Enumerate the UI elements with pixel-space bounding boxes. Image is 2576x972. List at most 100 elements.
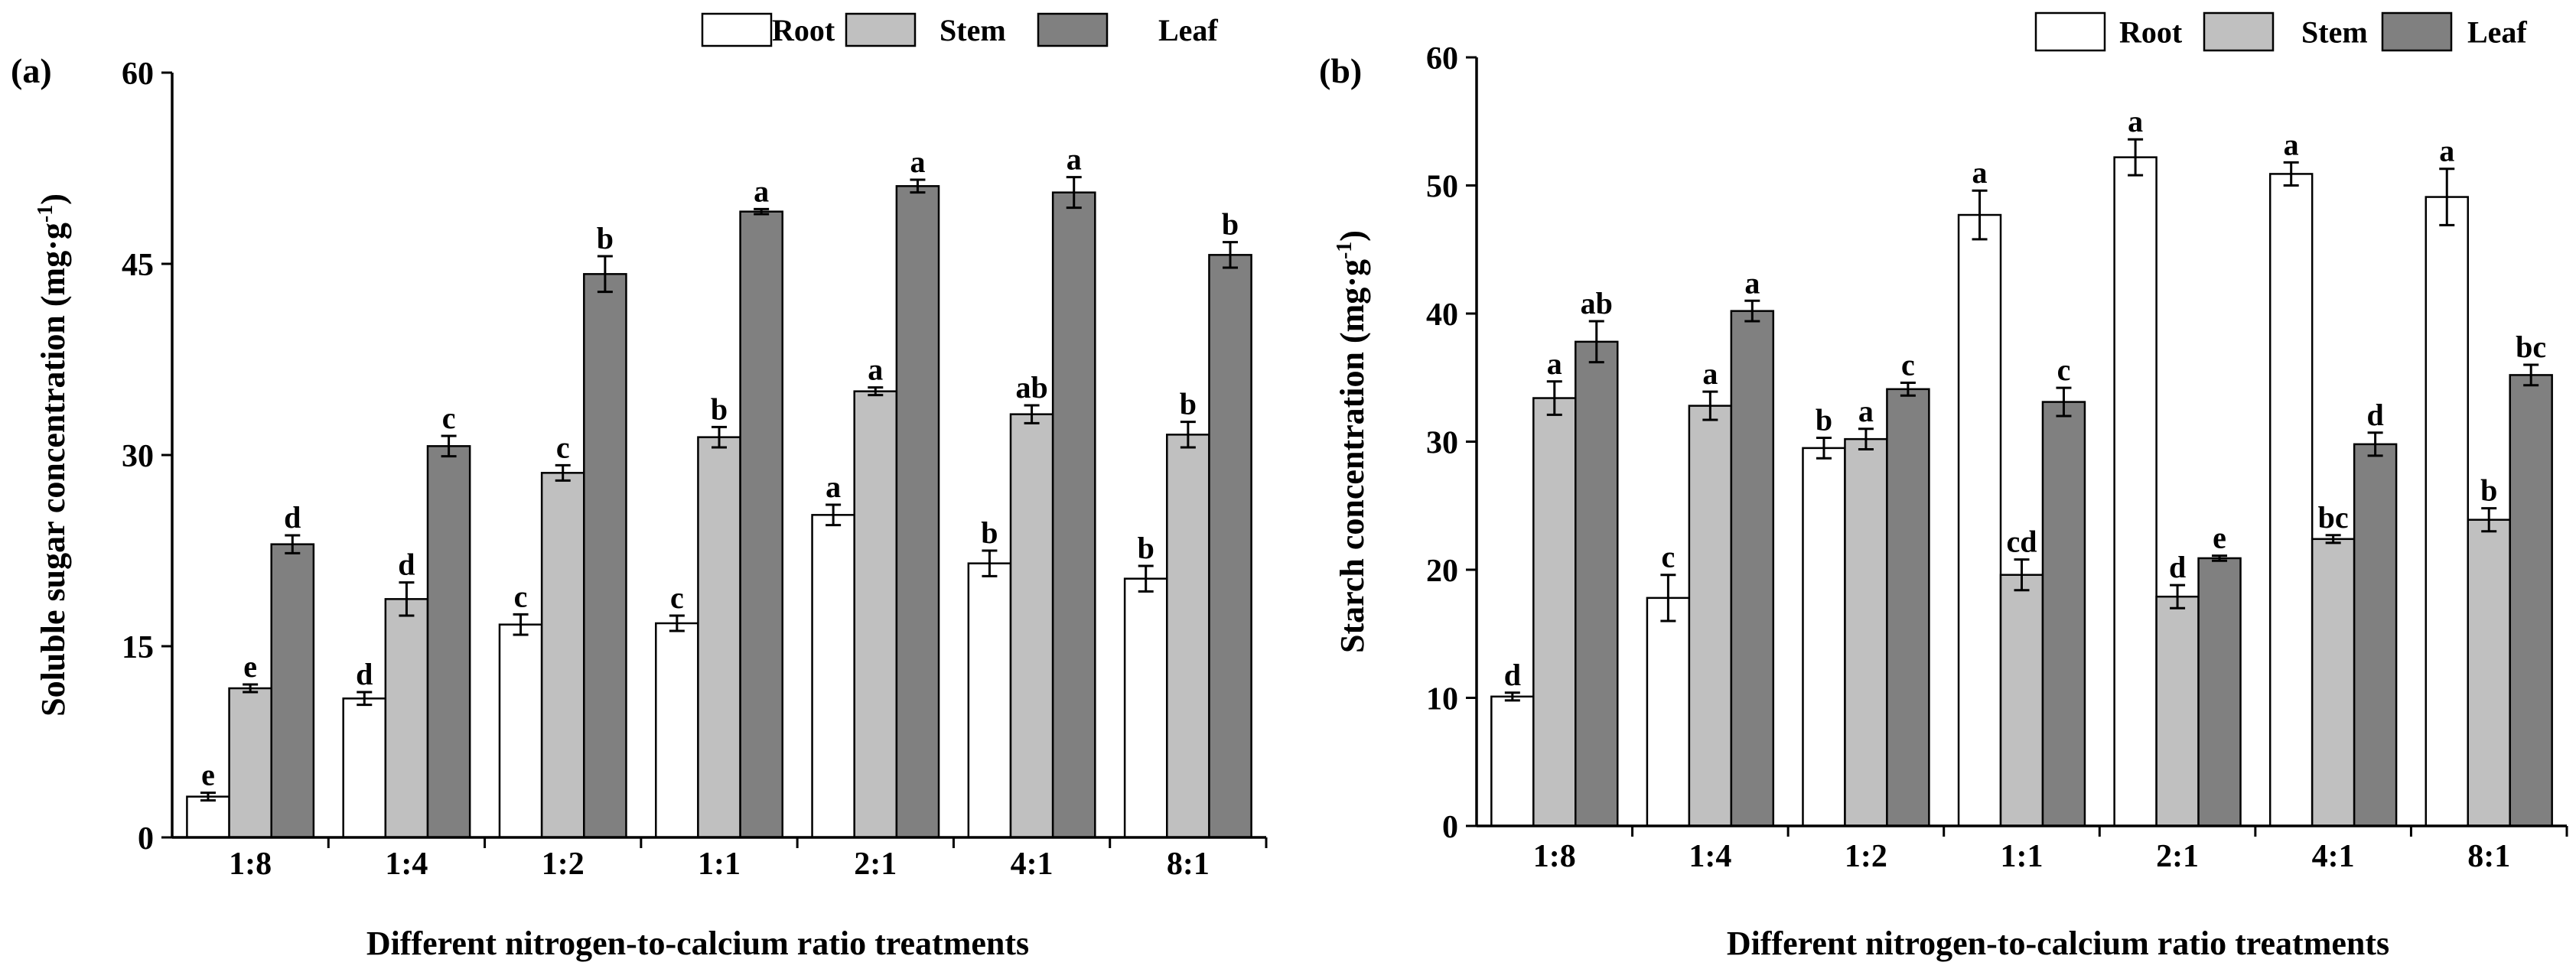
y-tick-label: 10 [1426,682,1458,717]
error-bar [669,614,685,632]
x-tick-label: 2:1 [2156,839,2199,874]
error-bar [2128,138,2144,177]
x-tick-label: 8:1 [1167,847,1210,882]
significance-letter: ab [1015,370,1047,405]
significance-letter: a [910,145,925,179]
bar-stem-1-4 [384,598,429,839]
bar-leaf-1-4 [1730,310,1775,827]
y-tick-label: 60 [1426,41,1458,76]
y-tick-label: 15 [122,630,154,665]
bar-stem-1-2 [540,472,585,839]
bar-root-1-4 [342,697,387,839]
chart-panel-a: (a) 0 15 30 45 60 e e d 1:8 d d c 1:4 c c b 1:2 c b a 1:1 a a a 2… [11,12,1268,962]
error-bar [712,425,727,449]
legend-label-root: Root [2119,15,2183,50]
bar-root-2-1 [2113,156,2158,827]
legend-swatch-root [2034,11,2106,52]
legend-swatch-leaf [2381,11,2453,52]
significance-letter: c [2057,353,2071,387]
significance-letter: c [514,579,528,613]
legend-swatch-root [701,12,773,47]
significance-letter: d [284,500,301,535]
significance-letter: e [243,649,257,684]
bar-leaf-1-4 [426,445,471,839]
bar-leaf-1-2 [583,273,627,839]
bar-stem-1-4 [1688,405,1733,827]
bar-root-4-1 [2268,173,2314,827]
bar-root-4-1 [967,562,1012,839]
bar-leaf-8-1 [2509,374,2553,827]
error-bar [1588,320,1604,364]
y-tick-label: 30 [122,439,154,474]
y-axis-title: Starch concentration (mg·g-1) [1333,230,1371,653]
legend: Root Stem Leaf [2034,11,2527,52]
significance-letter: e [201,758,215,792]
significance-letter: b [2480,473,2497,508]
significance-letter: a [1702,356,1718,391]
bar-stem-4-1 [1009,413,1054,839]
error-bar [1024,404,1040,424]
y-tick-label: 0 [1442,810,1458,845]
error-bar [1660,574,1676,623]
bar-stem-1-8 [228,687,272,839]
error-bar [2523,363,2539,387]
error-bar [1180,421,1196,449]
significance-letter: a [1858,394,1874,428]
x-tick-label: 1:4 [1689,839,1731,874]
significance-letter: d [2366,398,2383,432]
x-tick-label: 1:8 [229,847,272,882]
bar-leaf-8-1 [1208,254,1252,839]
significance-letter: d [1504,658,1521,692]
bar-root-2-1 [811,514,855,839]
x-tick-label: 4:1 [1011,847,1054,882]
significance-letter: e [2213,521,2226,555]
error-bar [555,463,571,482]
bar-leaf-1-1 [739,210,783,839]
legend-label-leaf: Leaf [2467,15,2527,50]
bar-stem-2-1 [853,390,898,839]
bar-leaf-1-2 [1886,388,1930,827]
significance-letter: a [1547,346,1562,381]
significance-letter: a [1744,265,1760,300]
significance-letter: b [711,392,728,426]
bar-root-8-1 [1123,577,1168,839]
bar-leaf-2-1 [895,185,940,839]
bar-root-1-8 [1490,695,1535,827]
legend-swatch-stem [845,12,917,47]
error-bar [1138,564,1154,593]
bar-stem-1-1 [1999,574,2044,827]
error-bar [1744,299,1760,323]
significance-letter: c [556,430,570,464]
bar-stem-8-1 [1166,434,1210,839]
significance-letter: a [868,353,883,387]
y-axis-title: Soluble sugar concentration (mg·g-1) [34,193,72,717]
error-bar [1223,241,1239,269]
error-bar [2283,161,2299,187]
legend-label-stem: Stem [2301,15,2368,50]
x-axis-title: Different nitrogen-to-calcium ratio trea… [1727,925,2389,962]
significance-letter: c [442,401,456,435]
y-tick-label: 30 [1426,426,1458,461]
panel-label: (b) [1319,51,1362,90]
significance-letter: bc [2318,500,2349,535]
legend: Root Stem Leaf [701,12,1218,47]
bar-stem-1-1 [697,436,741,839]
legend-label-stem: Stem [940,13,1006,47]
bar-root-1-1 [655,622,699,839]
significance-letter: a [1972,155,1988,190]
x-tick-label: 1:2 [1845,839,1887,874]
y-tick-label: 50 [1426,170,1458,205]
error-bar [2325,534,2341,545]
error-bar [1972,189,1988,241]
significance-letter: c [1901,347,1915,382]
significance-letter: b [1816,402,1832,437]
error-bar [285,534,301,554]
error-bar [357,691,373,707]
bar-root-1-1 [1957,213,2002,827]
y-tick-label: 40 [1426,297,1458,333]
error-bar [1066,176,1082,210]
significance-letter: d [2169,550,2186,584]
y-tick-label: 20 [1426,554,1458,589]
legend-label-leaf: Leaf [1158,13,1218,47]
error-bar [1702,390,1718,421]
